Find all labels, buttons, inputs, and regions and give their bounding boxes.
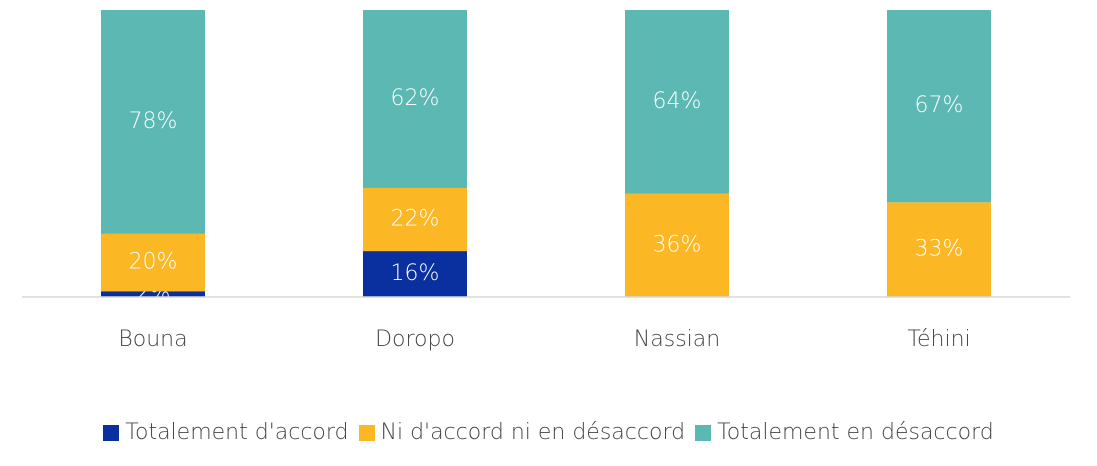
x-tick-label: Nassian bbox=[634, 327, 720, 352]
legend-label: Ni d'accord ni en désaccord bbox=[380, 420, 686, 445]
legend-item: Ni d'accord ni en désaccord bbox=[358, 420, 686, 445]
x-tick-label: Bouna bbox=[118, 327, 187, 352]
bar-segment bbox=[363, 251, 467, 297]
bar-segment bbox=[887, 10, 991, 203]
bar-segment bbox=[101, 291, 205, 297]
chart: 2%20%78%Bouna16%22%62%Doropo36%64%Nassia… bbox=[22, 10, 1070, 352]
legend-label: Totalement en désaccord bbox=[717, 420, 994, 445]
data-label: 67% bbox=[915, 93, 964, 118]
legend-swatch bbox=[358, 424, 375, 441]
legend-swatch bbox=[695, 424, 712, 441]
data-label: 22% bbox=[391, 207, 440, 232]
bar-segment bbox=[625, 193, 729, 297]
data-label: 33% bbox=[915, 237, 964, 262]
bar-segment bbox=[363, 10, 467, 188]
x-tick-label: Doropo bbox=[375, 327, 455, 352]
bar-segment bbox=[101, 233, 205, 292]
legend-item: Totalement en désaccord bbox=[695, 420, 994, 445]
data-label: 36% bbox=[653, 232, 702, 257]
legend-swatch bbox=[103, 424, 120, 441]
data-label: 20% bbox=[129, 250, 178, 275]
bar-segment bbox=[363, 187, 467, 252]
bar-segment bbox=[887, 202, 991, 297]
x-tick-label: Téhini bbox=[907, 327, 970, 352]
legend-label: Totalement d'accord bbox=[125, 420, 349, 445]
legend: Totalement d'accord Ni d'accord ni en dés… bbox=[0, 420, 1097, 445]
data-label: 64% bbox=[653, 89, 702, 114]
data-label: 62% bbox=[391, 86, 440, 111]
data-label: 16% bbox=[391, 261, 440, 286]
bar-segment bbox=[101, 10, 205, 234]
legend-item: Totalement d'accord bbox=[103, 420, 349, 445]
bar-segment bbox=[625, 10, 729, 194]
data-label: 78% bbox=[129, 109, 178, 134]
